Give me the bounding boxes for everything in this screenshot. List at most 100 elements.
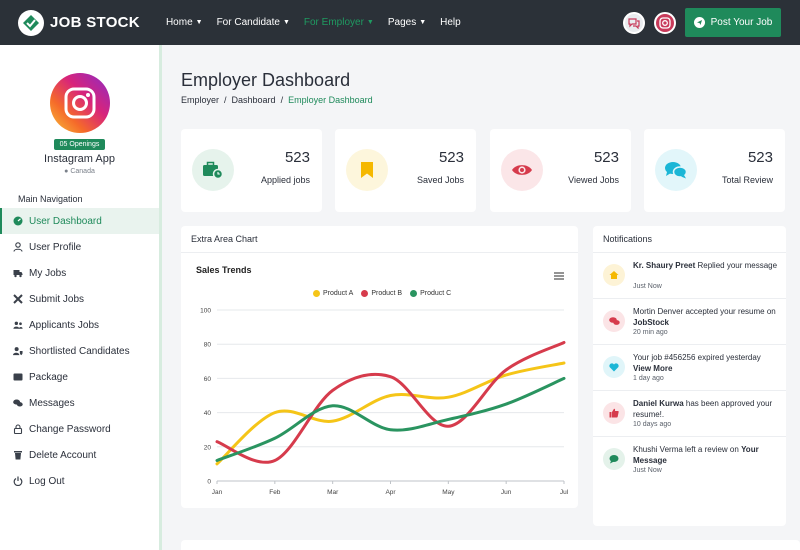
- sidebar-item-label: My Jobs: [29, 267, 67, 279]
- sidebar-item-label: User Dashboard: [29, 215, 102, 227]
- legend-product-b[interactable]: Product B: [361, 290, 402, 297]
- sidebar-item-label: Shortlisted Candidates: [29, 345, 130, 357]
- nav-pages-label: Pages: [387, 17, 417, 28]
- nav-for-employer-label: For Employer: [303, 17, 364, 28]
- sidebar-item-user-profile[interactable]: User Profile: [0, 234, 159, 260]
- nav-help[interactable]: Help: [440, 17, 461, 28]
- x-tick-label: Mar: [327, 489, 339, 496]
- notification-item[interactable]: Mortin Denver accepted your resume on Jo…: [593, 299, 786, 345]
- legend-product-c[interactable]: Product C: [410, 290, 451, 297]
- sidebar-item-submit-jobs[interactable]: Submit Jobs: [0, 286, 159, 312]
- stat-card-saved-jobs[interactable]: 523 Saved Jobs: [335, 129, 476, 212]
- notification-link[interactable]: Your Message: [633, 445, 759, 465]
- sidebar-item-shortlisted-candidates[interactable]: Shortlisted Candidates: [0, 338, 159, 364]
- stat-value: 523: [747, 149, 773, 166]
- sidebar: 05 Openings Instagram App ● Canada Main …: [0, 45, 162, 550]
- nav-pages[interactable]: Pages ▼: [388, 17, 426, 28]
- chart-menu-icon[interactable]: [554, 267, 564, 285]
- stat-value: 523: [438, 149, 464, 166]
- sidebar-item-user-dashboard[interactable]: User Dashboard: [0, 208, 159, 234]
- x-tick-label: Feb: [269, 489, 281, 496]
- sidebar-item-log-out[interactable]: Log Out: [0, 468, 159, 494]
- y-tick-label: 20: [204, 444, 212, 451]
- notification-item[interactable]: Daniel Kurwa has been approved your resu…: [593, 391, 786, 437]
- sidebar-item-label: Delete Account: [29, 449, 97, 461]
- power-icon: [13, 476, 23, 486]
- notification-time: Just Now: [633, 467, 662, 474]
- sidebar-item-delete-account[interactable]: Delete Account: [0, 442, 159, 468]
- breadcrumb-employer[interactable]: Employer: [181, 95, 220, 105]
- breadcrumb: Employer / Dashboard / Employer Dashboard: [181, 95, 373, 105]
- sidebar-item-package[interactable]: Package: [0, 364, 159, 390]
- nav-home-label: Home: [165, 17, 193, 28]
- notification-time: 1 day ago: [633, 375, 664, 382]
- top-navbar: JOB STOCK Home ▼ For Candidate ▼ For Emplo…: [0, 0, 800, 45]
- y-tick-label: 0: [207, 479, 211, 486]
- user-shield-icon: [13, 346, 23, 356]
- x-tick-label: May: [442, 489, 455, 496]
- legend-product-a[interactable]: Product A: [313, 290, 353, 297]
- company-location-label: Canada: [70, 168, 95, 175]
- x-tick-label: Jan: [212, 489, 223, 496]
- nav-home[interactable]: Home ▼: [166, 17, 203, 28]
- notification-text: Kr. Shaury Preet Replied your message: [633, 260, 779, 271]
- brand-logo[interactable]: JOB STOCK: [18, 9, 140, 36]
- breadcrumb-separator: /: [280, 95, 284, 105]
- legend-label: Product B: [371, 290, 403, 297]
- breadcrumb-separator: /: [224, 95, 227, 105]
- users-icon: [13, 320, 23, 330]
- heart-icon: [603, 356, 625, 378]
- logo-icon: [18, 9, 44, 36]
- sidebar-item-label: Package: [29, 371, 68, 383]
- stat-value: 523: [284, 149, 310, 166]
- stat-card-total-review[interactable]: 523 Total Review: [644, 129, 785, 212]
- truck-icon: [13, 268, 23, 278]
- post-your-job-button[interactable]: Post Your Job: [685, 8, 781, 37]
- notification-link[interactable]: View More: [633, 364, 673, 373]
- sidebar-item-applicants-jobs[interactable]: Applicants Jobs: [0, 312, 159, 338]
- company-name: Instagram App: [44, 153, 115, 165]
- user-icon: [13, 242, 23, 252]
- chevron-down-icon: ▼: [195, 19, 203, 26]
- legend-dot: [313, 290, 320, 297]
- sidebar-item-change-password[interactable]: Change Password: [0, 416, 159, 442]
- chart-legend: Product A Product B Product C: [313, 290, 459, 297]
- chat-icon: [628, 17, 640, 29]
- sidebar-item-my-jobs[interactable]: My Jobs: [0, 260, 159, 286]
- notification-link[interactable]: JobStock: [633, 318, 670, 327]
- nav-for-candidate[interactable]: For Candidate ▼: [217, 17, 290, 28]
- sidebar-item-messages[interactable]: Messages: [0, 390, 159, 416]
- sidebar-menu: User Dashboard User Profile My Jobs Subm…: [0, 208, 159, 494]
- notification-body: has been approved your resume!.: [633, 399, 773, 419]
- brand-name: JOB STOCK: [50, 14, 140, 31]
- bottom-card: [181, 540, 800, 550]
- nav-for-employer[interactable]: For Employer ▼: [304, 17, 374, 28]
- notifications-list: Kr. Shaury Preet Replied your message Ju…: [593, 253, 786, 483]
- top-actions: Post Your Job: [623, 8, 781, 37]
- notification-item[interactable]: Your job #456256 expired yesterday View …: [593, 345, 786, 391]
- instagram-icon: [659, 16, 671, 29]
- chevron-down-icon: ▼: [419, 19, 427, 26]
- comments-icon: [655, 149, 697, 191]
- stat-label: Total Review: [721, 175, 773, 185]
- map-pin-icon: ●: [64, 168, 69, 175]
- messages-button[interactable]: [623, 11, 645, 34]
- stat-card-applied-jobs[interactable]: 523 Applied jobs: [181, 129, 322, 212]
- notification-item[interactable]: Khushi Verma left a review on Your Messa…: [593, 437, 786, 483]
- send-icon: [693, 17, 705, 28]
- main-content: Employer Dashboard Employer / Dashboard / Em…: [162, 45, 800, 550]
- breadcrumb-current: Employer Dashboard: [288, 95, 373, 105]
- legend-label: Product A: [323, 290, 354, 297]
- stat-card-viewed-jobs[interactable]: 523 Viewed Jobs: [490, 129, 631, 212]
- notification-text: Mortin Denver accepted your resume on Jo…: [633, 306, 779, 328]
- breadcrumb-dashboard[interactable]: Dashboard: [231, 95, 276, 105]
- notification-item[interactable]: Kr. Shaury Preet Replied your message Ju…: [593, 253, 786, 299]
- lock-icon: [13, 424, 23, 434]
- bookmark-icon: [346, 149, 388, 191]
- notification-time: 10 days ago: [633, 421, 672, 428]
- comments-icon: [13, 398, 23, 408]
- profile-avatar-button[interactable]: [654, 11, 676, 34]
- notification-time: 20 min ago: [633, 329, 668, 336]
- main-nav: Home ▼ For Candidate ▼ For Employer ▼ Pages…: [166, 17, 475, 28]
- x-tick-label: Jul: [560, 489, 569, 496]
